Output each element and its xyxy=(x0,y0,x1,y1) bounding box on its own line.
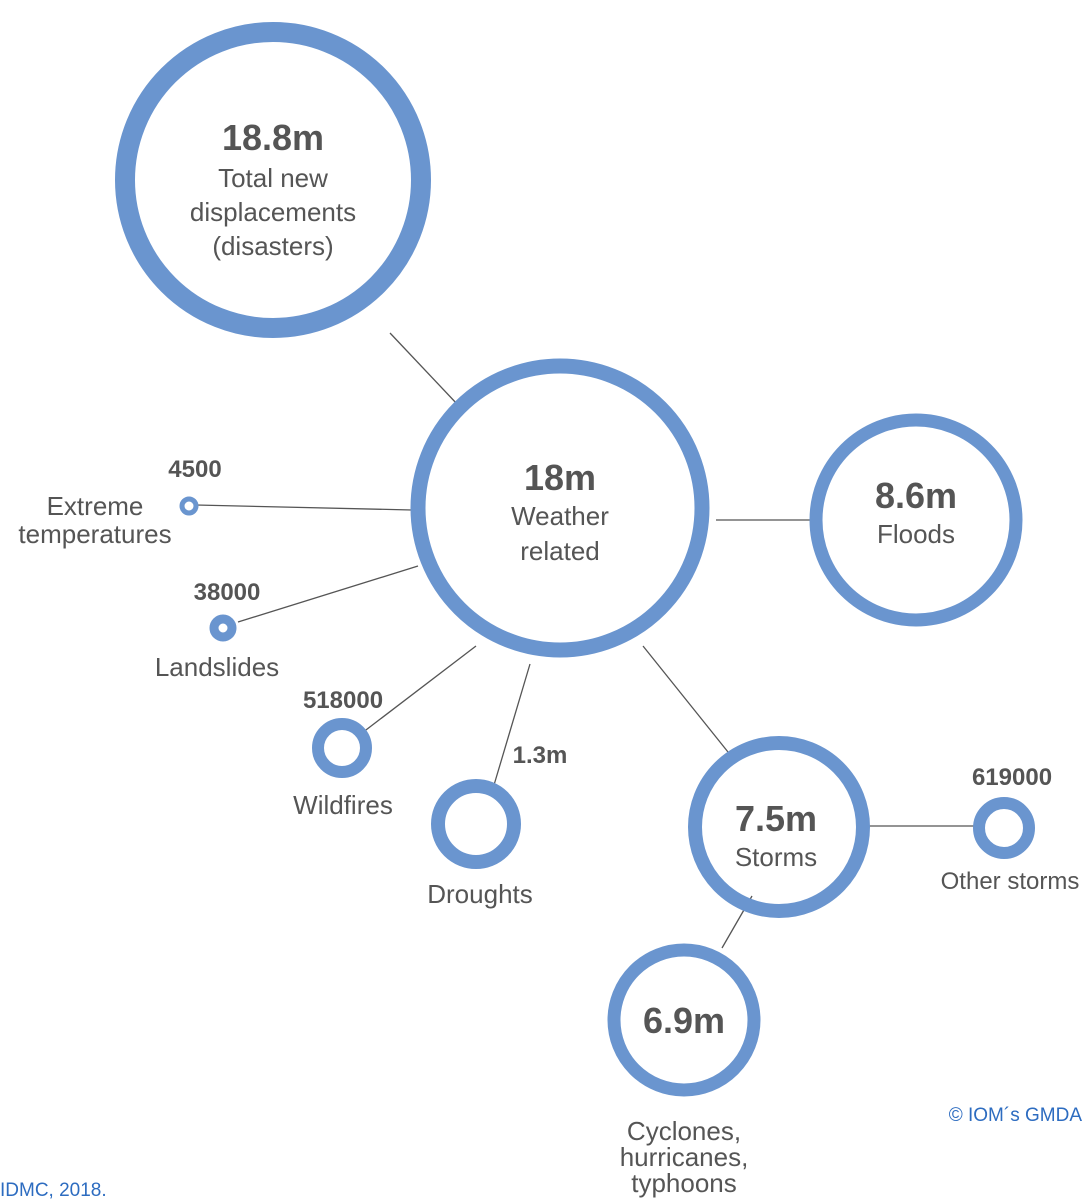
weather-label-line-2: related xyxy=(520,536,600,566)
node-floods-circle xyxy=(809,413,1023,627)
cyclones-label-line-3: typhoons xyxy=(631,1168,737,1198)
other-storms-label: Other storms xyxy=(941,868,1080,895)
labels: 18.8m Total new displacements (disasters… xyxy=(0,117,1082,1201)
node-wildfires-circle xyxy=(312,718,372,778)
node-other-storms-circle xyxy=(973,797,1035,859)
source-credit: IDMC, 2018. xyxy=(0,1180,107,1201)
connector-weather-storms xyxy=(642,645,729,753)
copyright-credit: © IOM´s GMDA xyxy=(949,1105,1083,1126)
landslides-value: 38000 xyxy=(194,579,261,606)
total-label-line-3: (disasters) xyxy=(212,231,333,261)
total-label-line-2: displacements xyxy=(190,197,356,227)
floods-value: 8.6m xyxy=(875,475,957,516)
wildfires-label: Wildfires xyxy=(293,790,393,820)
landslides-label: Landslides xyxy=(155,652,279,682)
weather-label-line-1: Weather xyxy=(511,501,609,531)
storms-value: 7.5m xyxy=(735,798,817,839)
node-total-circle xyxy=(115,22,431,338)
total-value: 18.8m xyxy=(222,117,324,158)
node-droughts-circle xyxy=(431,779,521,869)
droughts-label: Droughts xyxy=(427,879,533,909)
cyclones-value: 6.9m xyxy=(643,1000,725,1041)
connector-weather-wildfires xyxy=(361,645,477,734)
connector-weather-droughts xyxy=(493,663,531,786)
cyclones-label-line-2: hurricanes, xyxy=(620,1142,749,1172)
node-cyclones-circle xyxy=(607,943,761,1097)
cyclones-label-line-1: Cyclones, xyxy=(627,1116,741,1146)
connector-total-weather xyxy=(389,332,459,406)
node-storms-circle xyxy=(688,736,870,918)
node-weather-circle xyxy=(410,358,710,658)
wildfires-value: 518000 xyxy=(303,687,383,714)
total-label-line-1: Total new xyxy=(218,163,328,193)
floods-label: Floods xyxy=(877,519,955,549)
connector-weather-extreme xyxy=(195,504,413,511)
droughts-value: 1.3m xyxy=(513,742,568,769)
connectors xyxy=(195,332,975,949)
extreme-label-line-1: Extreme xyxy=(47,491,144,521)
other-storms-value: 619000 xyxy=(972,764,1052,791)
connector-weather-landslides xyxy=(237,565,419,623)
node-extreme-circle xyxy=(179,496,199,516)
rings xyxy=(115,22,1035,1097)
extreme-label-line-2: temperatures xyxy=(18,519,171,549)
storms-label: Storms xyxy=(735,842,817,872)
node-landslides-circle xyxy=(209,614,237,642)
weather-value: 18m xyxy=(524,457,596,498)
extreme-value: 4500 xyxy=(168,456,221,483)
